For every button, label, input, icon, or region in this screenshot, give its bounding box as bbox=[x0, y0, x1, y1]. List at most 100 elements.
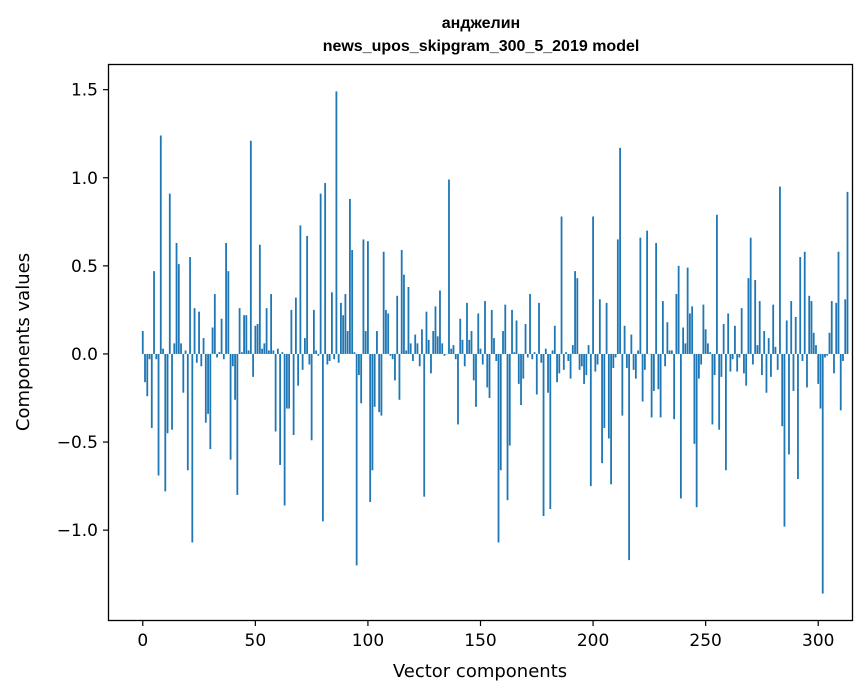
bar-272 bbox=[754, 279, 757, 354]
bar-103 bbox=[373, 353, 376, 407]
bar-104 bbox=[376, 331, 378, 354]
bar-112 bbox=[394, 353, 396, 381]
bar-301 bbox=[819, 353, 822, 409]
bar-303 bbox=[824, 353, 826, 358]
bar-284 bbox=[781, 353, 784, 427]
bar-106 bbox=[380, 353, 383, 416]
bar-115 bbox=[400, 250, 403, 354]
bar-179 bbox=[544, 348, 547, 354]
bar-124 bbox=[421, 329, 423, 354]
bar-281 bbox=[774, 346, 777, 354]
bar-214 bbox=[623, 325, 626, 354]
bar-299 bbox=[815, 345, 817, 354]
bar-138 bbox=[452, 345, 455, 354]
bar-160 bbox=[502, 331, 504, 354]
plot-frame bbox=[107, 63, 854, 622]
bar-46 bbox=[245, 315, 248, 354]
bar-197 bbox=[585, 353, 588, 376]
bar-94 bbox=[353, 352, 356, 354]
bar-212 bbox=[619, 147, 621, 354]
bar-273 bbox=[756, 345, 759, 354]
bar-248 bbox=[700, 353, 703, 365]
bar-258 bbox=[722, 324, 725, 354]
bar-28 bbox=[204, 353, 207, 423]
bar-288 bbox=[790, 301, 793, 354]
x-axis-ticks: 0 50 100 150 200 250 300 bbox=[137, 620, 834, 651]
bar-168 bbox=[520, 353, 522, 406]
bar-116 bbox=[403, 274, 405, 354]
bar-53 bbox=[261, 348, 263, 354]
bar-209 bbox=[612, 353, 615, 369]
bar-217 bbox=[630, 334, 633, 354]
bar-206 bbox=[605, 302, 608, 354]
bar-39 bbox=[229, 353, 232, 460]
bar-249 bbox=[702, 304, 705, 354]
bar-296 bbox=[808, 295, 811, 354]
bar-250 bbox=[704, 329, 707, 354]
bar-309 bbox=[837, 251, 840, 354]
bar-126 bbox=[425, 311, 428, 354]
bar-105 bbox=[378, 353, 381, 413]
bar-113 bbox=[396, 295, 399, 354]
bar-133 bbox=[441, 343, 444, 354]
bar-210 bbox=[614, 353, 617, 358]
y-tick-label: 1.5 bbox=[71, 81, 98, 101]
bar-187 bbox=[562, 353, 565, 370]
bar-110 bbox=[389, 353, 392, 356]
bar-139 bbox=[454, 353, 457, 360]
bar-83 bbox=[328, 353, 331, 361]
bar-100 bbox=[367, 241, 369, 354]
bar-228 bbox=[655, 242, 658, 354]
bar-98 bbox=[362, 239, 365, 354]
bar-230 bbox=[659, 353, 662, 418]
bar-20 bbox=[186, 353, 189, 471]
bar-247 bbox=[698, 353, 700, 379]
bar-164 bbox=[511, 309, 513, 354]
bar-181 bbox=[549, 353, 552, 509]
bar-59 bbox=[274, 353, 277, 432]
bar-51 bbox=[256, 324, 259, 354]
bar-86 bbox=[335, 91, 338, 354]
bar-101 bbox=[369, 353, 372, 502]
bar-64 bbox=[285, 353, 288, 409]
bar-143 bbox=[463, 353, 466, 367]
bar-202 bbox=[596, 353, 599, 365]
bar-260 bbox=[727, 313, 730, 354]
bar-93 bbox=[351, 250, 354, 354]
bar-257 bbox=[720, 353, 723, 377]
bar-155 bbox=[490, 309, 493, 354]
bar-173 bbox=[531, 353, 534, 360]
bar-176 bbox=[538, 302, 540, 354]
bar-162 bbox=[506, 353, 509, 501]
bar-37 bbox=[225, 242, 227, 354]
bar-255 bbox=[716, 214, 718, 354]
bar-236 bbox=[673, 353, 676, 420]
x-tick-label: 0 bbox=[137, 631, 148, 651]
bar-153 bbox=[486, 353, 489, 388]
bar-267 bbox=[743, 353, 745, 374]
bar-298 bbox=[812, 332, 815, 354]
bar-90 bbox=[344, 294, 347, 354]
bar-222 bbox=[641, 353, 644, 402]
bar-136 bbox=[448, 179, 450, 354]
y-tick-label: 0.0 bbox=[71, 345, 98, 365]
bar-196 bbox=[583, 353, 585, 384]
bar-88 bbox=[340, 302, 342, 354]
bar-87 bbox=[337, 353, 340, 363]
bar-60 bbox=[276, 348, 279, 354]
bar-91 bbox=[346, 331, 349, 354]
chart-title: анджелин bbox=[442, 15, 520, 32]
bar-201 bbox=[594, 353, 597, 372]
bar-232 bbox=[664, 353, 667, 367]
bar-170 bbox=[524, 324, 527, 354]
bar-261 bbox=[729, 353, 732, 372]
bar-289 bbox=[792, 353, 795, 391]
bar-286 bbox=[785, 320, 788, 354]
bar-291 bbox=[797, 353, 799, 480]
bar-169 bbox=[522, 353, 525, 379]
bar-72 bbox=[303, 338, 306, 354]
bar-192 bbox=[574, 271, 576, 354]
bar-205 bbox=[603, 353, 606, 428]
bar-253 bbox=[711, 353, 714, 425]
bar-71 bbox=[301, 353, 304, 370]
